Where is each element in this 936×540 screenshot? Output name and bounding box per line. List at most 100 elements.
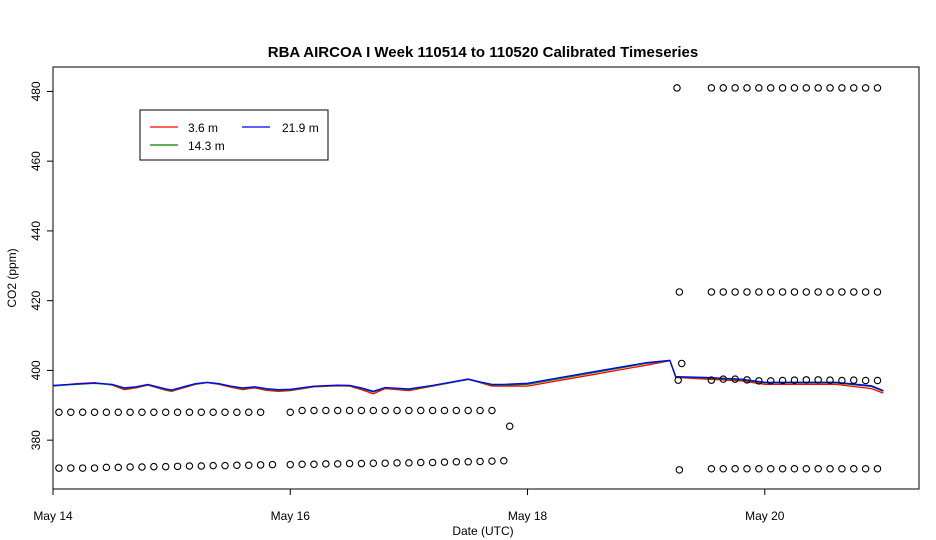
sample-point-38	[55, 408, 63, 417]
y-tick-label-0: 380	[29, 430, 43, 450]
sample-point-129	[755, 465, 763, 473]
sample-point-62	[357, 406, 366, 415]
sample-point-60	[333, 406, 342, 415]
sample-point-90	[826, 84, 834, 92]
x-axis-label: Date (UTC)	[452, 524, 513, 538]
sample-point-115	[766, 377, 775, 385]
sample-point-25	[357, 459, 366, 468]
sample-point-75	[673, 84, 681, 92]
sample-point-125	[707, 465, 716, 473]
sample-point-57	[298, 406, 306, 415]
sample-point-8	[150, 462, 158, 471]
series-line-2	[52, 359, 884, 392]
sample-point-17	[256, 461, 265, 469]
sample-point-133	[802, 465, 811, 473]
sample-point-81	[719, 84, 728, 92]
sample-point-102	[790, 288, 799, 296]
sample-point-138	[861, 465, 870, 473]
y-tick-label-4: 460	[29, 151, 43, 171]
legend-label-21-9m: 21.9 m	[282, 121, 319, 135]
sample-point-128	[743, 465, 751, 473]
sample-point-44	[126, 408, 134, 417]
sample-point-101	[778, 288, 787, 296]
legend-label-3-6m: 3.6 m	[188, 121, 218, 135]
sample-point-104	[814, 288, 822, 296]
sample-point-36	[488, 457, 496, 465]
sample-point-31	[428, 458, 437, 467]
x-tick-label-2: May 18	[508, 509, 548, 523]
sample-point-83	[743, 84, 751, 92]
sample-point-116	[778, 376, 787, 385]
sample-point-68	[428, 406, 437, 415]
points-layer	[55, 84, 882, 474]
sample-point-20	[298, 460, 306, 468]
sample-point-126	[719, 465, 728, 473]
sample-point-109	[873, 288, 882, 296]
sample-point-58	[310, 406, 318, 415]
sample-point-124	[873, 376, 882, 385]
sample-point-108	[861, 288, 870, 296]
sample-point-10	[173, 462, 182, 471]
sample-point-92	[850, 84, 858, 92]
sample-point-6	[126, 463, 134, 471]
sample-point-49	[185, 408, 194, 417]
sample-point-32	[440, 458, 449, 466]
sample-point-4	[102, 463, 111, 472]
sample-point-74	[505, 422, 514, 430]
y-tick-label-2: 420	[29, 290, 43, 310]
sample-point-107	[850, 288, 858, 296]
sample-point-24	[345, 459, 354, 468]
sample-point-105	[826, 288, 834, 296]
sample-point-40	[78, 408, 87, 417]
sample-point-139	[873, 465, 882, 473]
sample-point-26	[369, 459, 378, 467]
sample-point-99	[755, 288, 763, 296]
series-layer	[52, 359, 884, 395]
sample-point-13	[209, 461, 217, 470]
sample-point-130	[766, 465, 775, 473]
sample-point-76	[675, 288, 684, 296]
sample-point-137	[850, 465, 858, 473]
sample-point-30	[417, 458, 425, 467]
sample-point-119	[814, 376, 822, 384]
sample-point-50	[197, 408, 206, 417]
sample-point-123	[861, 376, 870, 385]
sample-point-118	[802, 376, 811, 384]
sample-point-103	[802, 288, 811, 296]
sample-point-27	[381, 459, 389, 467]
sample-point-33	[452, 458, 461, 466]
sample-point-21	[310, 460, 318, 468]
sample-point-65	[393, 406, 401, 415]
sample-point-72	[476, 406, 484, 415]
sample-point-80	[707, 84, 716, 92]
sample-point-28	[393, 459, 401, 467]
sample-point-1	[67, 464, 75, 472]
sample-point-43	[114, 408, 122, 417]
plot-frame	[52, 66, 920, 490]
sample-point-39	[67, 408, 75, 417]
sample-point-98	[743, 288, 751, 296]
sample-point-87	[790, 84, 799, 92]
sample-point-114	[755, 377, 763, 385]
x-tick-label-3: May 20	[745, 509, 785, 523]
sample-point-22	[322, 460, 330, 468]
sample-point-14	[221, 461, 229, 470]
sample-point-77	[677, 359, 686, 368]
sample-point-47	[161, 408, 170, 417]
x-tick-label-1: May 16	[271, 509, 311, 523]
sample-point-78	[674, 376, 682, 384]
sample-point-85	[766, 84, 775, 92]
sample-point-0	[55, 464, 63, 472]
sample-point-89	[814, 84, 822, 92]
legend-label-14-3m: 14.3 m	[188, 139, 225, 153]
sample-point-15	[233, 461, 241, 470]
sample-point-136	[838, 465, 846, 473]
sample-point-51	[209, 408, 217, 417]
sample-point-82	[731, 84, 739, 92]
sample-point-134	[814, 465, 822, 473]
sample-point-70	[452, 406, 461, 415]
sample-point-117	[790, 376, 799, 384]
sample-point-2	[78, 464, 87, 472]
sample-point-53	[233, 408, 241, 417]
sample-point-111	[719, 375, 728, 383]
